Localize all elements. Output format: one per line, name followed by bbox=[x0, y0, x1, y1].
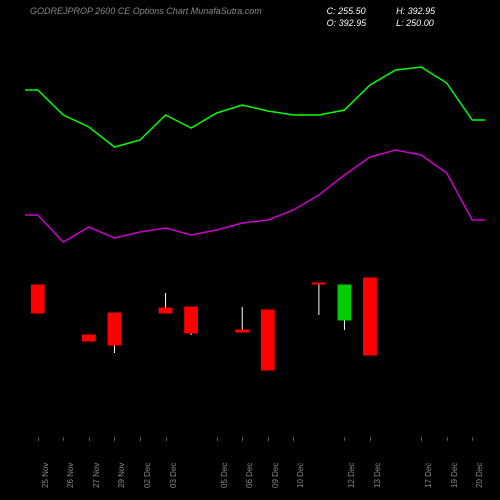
xtick-mark bbox=[140, 437, 141, 441]
candle-body bbox=[261, 310, 274, 370]
plot-area bbox=[25, 35, 485, 435]
xtick-label: 29 Nov bbox=[117, 463, 126, 488]
xtick-mark bbox=[268, 437, 269, 441]
candle-body bbox=[83, 335, 96, 341]
candle-body bbox=[108, 313, 121, 345]
xtick-label: 13 Dec bbox=[373, 463, 382, 488]
indicator-line bbox=[25, 150, 485, 242]
candle-body bbox=[313, 283, 326, 284]
chart-title: GODREJPROP 2600 CE Options Chart MunafaS… bbox=[30, 6, 262, 28]
xtick-mark bbox=[114, 437, 115, 441]
indicator-line bbox=[25, 67, 485, 147]
xtick-mark bbox=[472, 437, 473, 441]
xtick-mark bbox=[242, 437, 243, 441]
candle-body bbox=[338, 285, 351, 320]
candle-body bbox=[31, 285, 44, 313]
low-readout: L: 250.00 bbox=[396, 18, 435, 28]
xtick-label: 19 Dec bbox=[450, 463, 459, 488]
close-readout: C: 255.50 bbox=[327, 6, 367, 16]
xtick-mark bbox=[89, 437, 90, 441]
candle-body bbox=[185, 307, 198, 333]
xtick-mark bbox=[421, 437, 422, 441]
xtick-label: 10 Dec bbox=[296, 463, 305, 488]
open-readout: O: 392.95 bbox=[327, 18, 367, 28]
xtick-mark bbox=[217, 437, 218, 441]
xtick-mark bbox=[38, 437, 39, 441]
xtick-label: 09 Dec bbox=[271, 463, 280, 488]
xtick-label: 05 Dec bbox=[220, 463, 229, 488]
x-axis: 25 Nov 26 Nov 27 Nov 29 Nov 02 Dec 03 Dec 05 D… bbox=[25, 440, 485, 495]
candle-body bbox=[236, 330, 249, 332]
xtick-label: 27 Nov bbox=[92, 463, 101, 488]
xtick-label: 25 Nov bbox=[41, 463, 50, 488]
chart-header: GODREJPROP 2600 CE Options Chart MunafaS… bbox=[0, 6, 500, 28]
candle-body bbox=[364, 278, 377, 355]
xtick-mark bbox=[447, 437, 448, 441]
xtick-mark bbox=[370, 437, 371, 441]
xtick-label: 20 Dec bbox=[475, 463, 484, 488]
xtick-mark bbox=[293, 437, 294, 441]
xtick-label: 17 Dec bbox=[424, 463, 433, 488]
xtick-label: 02 Dec bbox=[143, 463, 152, 488]
xtick-mark bbox=[63, 437, 64, 441]
xtick-label: 03 Dec bbox=[169, 463, 178, 488]
chart-svg bbox=[25, 35, 485, 435]
ohlc-display: C: 255.50 O: 392.95 H: 392.95 L: 250.00 bbox=[262, 6, 500, 28]
xtick-label: 26 Nov bbox=[66, 463, 75, 488]
xtick-mark bbox=[166, 437, 167, 441]
xtick-label: 12 Dec bbox=[347, 463, 356, 488]
high-readout: H: 392.95 bbox=[396, 6, 435, 16]
xtick-mark bbox=[344, 437, 345, 441]
xtick-label: 06 Dec bbox=[245, 463, 254, 488]
candle-body bbox=[159, 308, 172, 313]
